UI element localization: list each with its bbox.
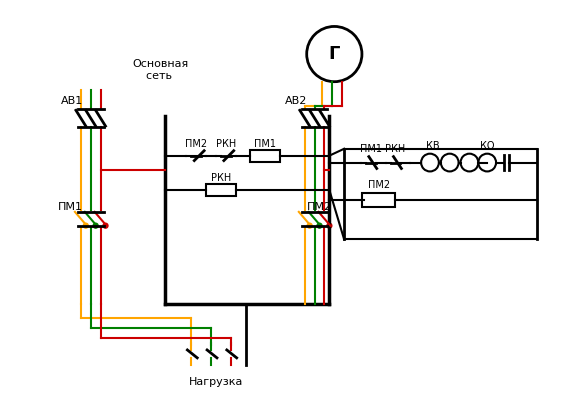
Circle shape xyxy=(83,223,89,228)
Text: ПМ2: ПМ2 xyxy=(368,180,390,190)
Text: ПМ1: ПМ1 xyxy=(360,144,382,154)
Text: Г: Г xyxy=(329,45,340,63)
Text: АВ2: АВ2 xyxy=(285,96,307,107)
Text: ПМ2: ПМ2 xyxy=(185,139,207,149)
Text: ПМ2: ПМ2 xyxy=(307,202,332,212)
Text: ПМ1: ПМ1 xyxy=(254,139,276,149)
Circle shape xyxy=(327,223,332,228)
Bar xyxy=(251,150,280,162)
Text: ПМ1: ПМ1 xyxy=(58,202,83,212)
Circle shape xyxy=(317,223,322,228)
Text: РКН: РКН xyxy=(216,139,236,149)
Text: Нагрузка: Нагрузка xyxy=(189,377,243,388)
Text: РКН: РКН xyxy=(211,173,231,183)
Text: РКН: РКН xyxy=(385,144,405,154)
Text: КВ: КВ xyxy=(426,141,440,151)
Bar xyxy=(206,184,236,196)
Text: АВ1: АВ1 xyxy=(61,96,83,107)
Circle shape xyxy=(103,223,108,228)
Text: КО: КО xyxy=(480,141,494,151)
Bar xyxy=(362,193,396,207)
Circle shape xyxy=(93,223,98,228)
Text: Основная
    сеть: Основная сеть xyxy=(132,59,188,81)
Circle shape xyxy=(307,223,312,228)
